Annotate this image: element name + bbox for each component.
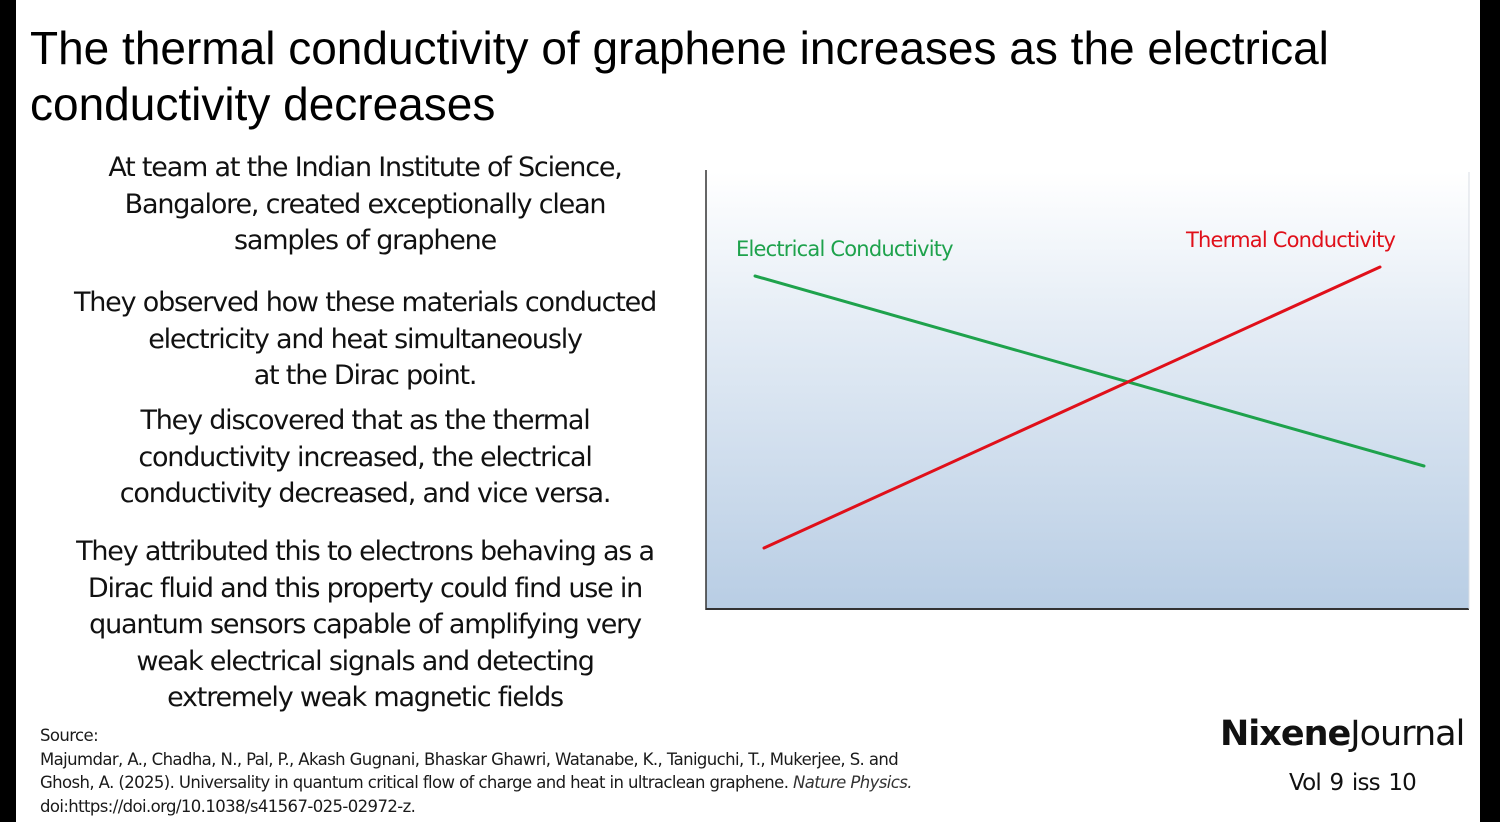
text-line: At team at the Indian Institute of Scien…: [108, 152, 623, 183]
text-line: They discovered that as the thermal: [140, 405, 590, 436]
electrical-conductivity-label: Electrical Conductivity: [736, 237, 953, 261]
brand-logo: NixeneJournal: [1220, 714, 1465, 754]
title-line-1: The thermal conductivity of graphene inc…: [30, 22, 1329, 74]
text-line: weak electrical signals and detecting: [136, 645, 595, 677]
text-line: extremely weak magnetic fields: [167, 682, 564, 713]
slide: The thermal conductivity of graphene inc…: [16, 0, 1480, 822]
issue-label: Vol 9 iss 10: [1289, 770, 1417, 796]
paragraph-discovery: They discovered that as the thermal cond…: [30, 403, 700, 513]
paragraph-team: At team at the Indian Institute of Scien…: [30, 150, 700, 260]
paragraph-observation: They observed how these materials conduc…: [30, 285, 700, 395]
chart-svg: Electrical Conductivity Thermal Conducti…: [705, 170, 1470, 610]
text-line: Dirac fluid and this property could find…: [87, 572, 643, 604]
paragraph-attribution: They attributed this to electrons behavi…: [30, 534, 700, 717]
citation-line-2: Ghosh, A. (2025). Universality in quantu…: [40, 771, 1000, 795]
title-line-2: conductivity decreases: [30, 78, 496, 130]
text-line: conductivity increased, the electrical: [138, 441, 593, 473]
source-citation: Source: Majumdar, A., Chadha, N., Pal, P…: [40, 724, 1000, 818]
text-line: They attributed this to electrons behavi…: [76, 536, 655, 567]
source-label: Source:: [40, 726, 99, 745]
text-line: conductivity decreased, and vice versa.: [119, 478, 612, 509]
electrical-conductivity-line: [753, 274, 1426, 468]
text-line: They observed how these materials conduc…: [73, 287, 657, 318]
slide-title: The thermal conductivity of graphene inc…: [30, 20, 1470, 132]
conductivity-chart: Electrical Conductivity Thermal Conducti…: [704, 168, 1471, 612]
citation-text: Ghosh, A. (2025). Universality in quantu…: [40, 773, 794, 792]
text-line: samples of graphene: [234, 225, 497, 256]
text-line: Bangalore, created exceptionally clean: [124, 188, 607, 220]
brand-bold: Nixene: [1220, 714, 1351, 754]
text-line: at the Dirac point.: [253, 360, 478, 391]
thermal-conductivity-label: Thermal Conductivity: [1185, 228, 1396, 252]
citation-line-1: Majumdar, A., Chadha, N., Pal, P., Akash…: [40, 749, 899, 769]
thermal-conductivity-line: [762, 265, 1382, 550]
journal-name: Nature Physics.: [793, 773, 912, 792]
citation-doi: doi:https://doi.org/10.1038/s41567-025-0…: [40, 796, 416, 816]
text-line: electricity and heat simultaneously: [148, 323, 583, 355]
brand-light: Journal: [1350, 714, 1465, 754]
text-line: quantum sensors capable of amplifying ve…: [89, 609, 642, 640]
plot-area: [706, 172, 1469, 610]
